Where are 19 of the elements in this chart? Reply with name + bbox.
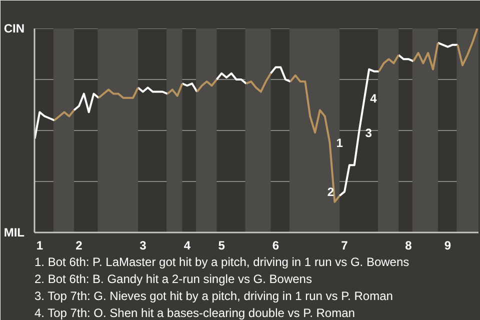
annotation: 3 <box>365 126 372 140</box>
text: 3. Top 7th: G. Nieves got hit by a pitch, driving in 1 run vs P. Roman <box>34 289 393 303</box>
x-tick-label: 5 <box>218 238 226 252</box>
x-tick-label: 1 <box>36 238 44 252</box>
text: MIL <box>4 226 25 240</box>
text: 1. Bot 6th: P. LaMaster got hit by a pitch, driving in 1 run vs G. Bowens <box>34 255 410 269</box>
annotation: 1 <box>336 136 344 150</box>
x-tick-label: 6 <box>272 238 280 252</box>
text: CIN <box>4 22 25 36</box>
text: 4. Top 7th: O. Shen hit a bases-clearing double vs P. Roman <box>34 306 355 320</box>
x-tick-label: 3 <box>140 238 147 252</box>
x-tick-label: 9 <box>444 238 452 252</box>
x-tick-label: 7 <box>341 238 348 252</box>
text: 2. Bot 6th: B. Gandy hit a 2-run single vs G. Bowens <box>34 272 312 286</box>
x-tick-label: 2 <box>76 238 83 252</box>
annotation: 2 <box>327 185 334 200</box>
x-tick-label: 8 <box>405 238 412 252</box>
annotation: 4 <box>370 91 378 106</box>
x-tick-label: 4 <box>184 238 191 252</box>
